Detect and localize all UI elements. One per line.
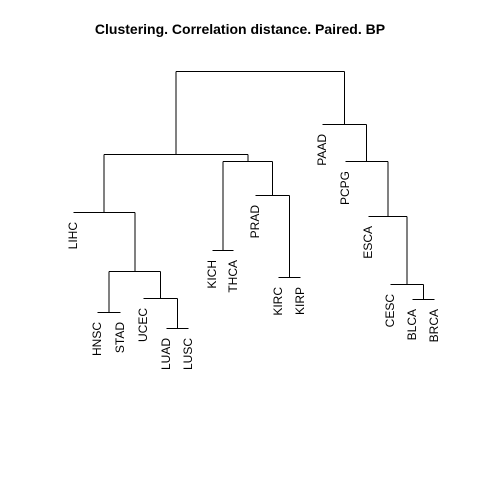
leaf-label-luad: LUAD (159, 338, 173, 370)
leaf-label-paad: PAAD (315, 134, 329, 166)
leaf-label-kich: KICH (205, 260, 219, 289)
leaf-label-thca: THCA (226, 260, 240, 293)
leaf-label-stad: STAD (113, 322, 127, 353)
leaf-label-esca: ESCA (361, 226, 375, 259)
leaf-label-ucec: UCEC (136, 308, 150, 342)
leaf-label-kirp: KIRP (293, 287, 307, 315)
leaf-label-pcpg: PCPG (338, 171, 352, 205)
leaf-label-brca: BRCA (427, 309, 441, 342)
leaf-label-kirc: KIRC (271, 287, 285, 316)
plot-title: Clustering. Correlation distance. Paired… (94, 21, 386, 37)
leaf-label-prad: PRAD (248, 205, 262, 239)
leaf-label-lusc: LUSC (181, 338, 195, 370)
leaf-label-lihc: LIHC (66, 222, 80, 250)
leaf-label-hnsc: HNSC (90, 322, 104, 356)
leaf-label-cesc: CESC (383, 294, 397, 328)
leaf-label-blca: BLCA (405, 309, 419, 340)
